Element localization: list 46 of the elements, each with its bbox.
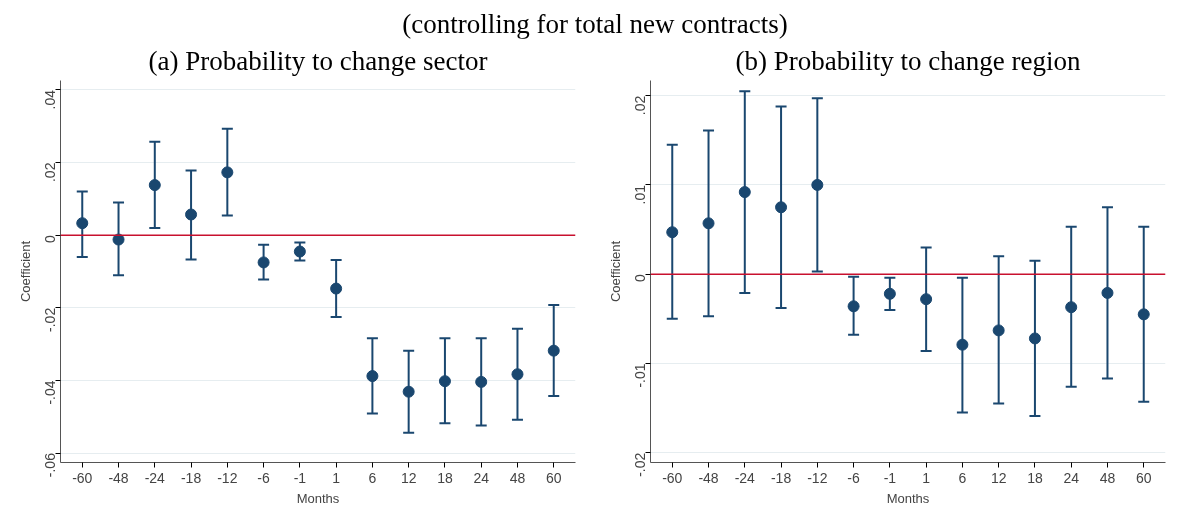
- x-tick-label: 24: [1063, 469, 1080, 486]
- y-axis-title: Coefficient: [17, 240, 33, 303]
- y-tick-label: 0: [632, 273, 649, 282]
- x-tick-label: -12: [807, 469, 828, 486]
- x-tick-label: -6: [847, 469, 861, 486]
- x-axis-title: Months: [886, 490, 930, 506]
- chart-title: (a) Probability to change sector: [148, 45, 488, 76]
- y-tick-label: -.01: [632, 363, 649, 388]
- x-tick-label: -60: [72, 469, 93, 486]
- x-tick-label: 1: [332, 469, 341, 486]
- x-tick-label: 48: [1099, 469, 1116, 486]
- x-tick-label: -6: [257, 469, 271, 486]
- x-tick-label: -18: [770, 469, 792, 486]
- y-tick-label: .02: [42, 162, 59, 183]
- x-tick-label: -1: [293, 469, 307, 486]
- y-tick-label: .02: [632, 95, 649, 116]
- x-tick-label: 24: [473, 469, 490, 486]
- y-tick-label: -.06: [42, 452, 59, 478]
- x-axis-title: Months: [296, 490, 340, 506]
- x-tick-label: 12: [400, 469, 417, 486]
- x-tick-label: 6: [368, 469, 377, 486]
- x-tick-label: 18: [437, 469, 453, 486]
- x-tick-label: -18: [180, 469, 202, 486]
- x-tick-label: 18: [1027, 469, 1043, 486]
- x-tick-label: -24: [734, 469, 756, 486]
- text: (controlling for total new contracts): [402, 8, 788, 41]
- y-tick-label: .04: [42, 89, 59, 110]
- x-tick-label: 12: [990, 469, 1007, 486]
- x-tick-label: -48: [698, 469, 719, 486]
- chart-title: (b) Probability to change region: [735, 45, 1081, 76]
- x-tick-label: -1: [883, 469, 897, 486]
- y-axis-title: Coefficient: [607, 240, 623, 303]
- y-tick-label: -.02: [632, 452, 649, 477]
- y-tick-label: -.04: [42, 380, 59, 405]
- y-tick-label: 0: [42, 234, 59, 243]
- x-tick-label: -60: [662, 469, 683, 486]
- x-tick-label: 60: [545, 469, 562, 486]
- x-tick-label: 6: [958, 469, 967, 486]
- x-tick-label: 1: [922, 469, 931, 486]
- x-tick-label: 60: [1135, 469, 1152, 486]
- y-tick-label: .01: [632, 184, 649, 205]
- y-tick-label: -.02: [42, 307, 59, 332]
- x-tick-label: -24: [144, 469, 166, 486]
- x-tick-label: 48: [509, 469, 526, 486]
- x-tick-label: -12: [217, 469, 238, 486]
- x-tick-label: -48: [108, 469, 129, 486]
